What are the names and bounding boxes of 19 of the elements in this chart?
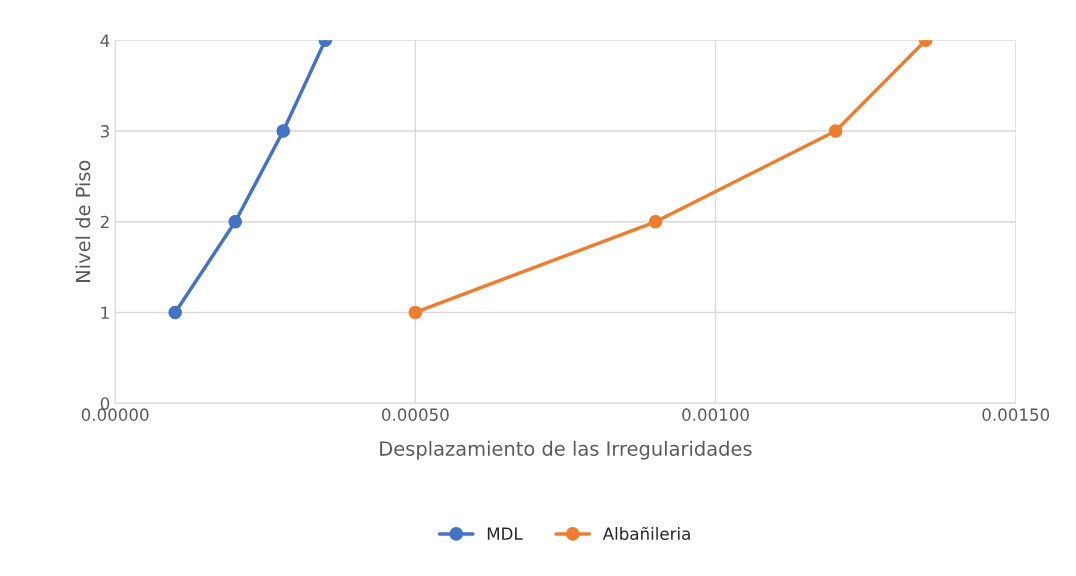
legend-label: MDL <box>487 527 523 540</box>
y-axis-title: Nivel de Piso <box>75 160 91 282</box>
point <box>168 305 182 320</box>
y-tick-label: 2 <box>100 215 109 229</box>
x-tick-label: 0.00150 <box>982 408 1050 421</box>
x-tick-label: 0.00000 <box>81 408 149 421</box>
point <box>276 124 291 138</box>
y-tick-label: 4 <box>100 34 110 47</box>
y-tick-label: 1 <box>101 306 109 319</box>
point <box>828 124 843 138</box>
legend-label: Albañileria <box>602 526 690 540</box>
point <box>408 305 423 320</box>
point <box>648 214 663 229</box>
y-tick-label: 3 <box>100 125 109 138</box>
y-tick-label: 0 <box>100 397 110 410</box>
x-tick-label: 0.00100 <box>682 408 749 421</box>
x-tick-label: 0.00050 <box>381 408 449 421</box>
point <box>228 214 242 229</box>
x-axis-title: Desplazamiento de las Irregularidades <box>380 440 752 460</box>
